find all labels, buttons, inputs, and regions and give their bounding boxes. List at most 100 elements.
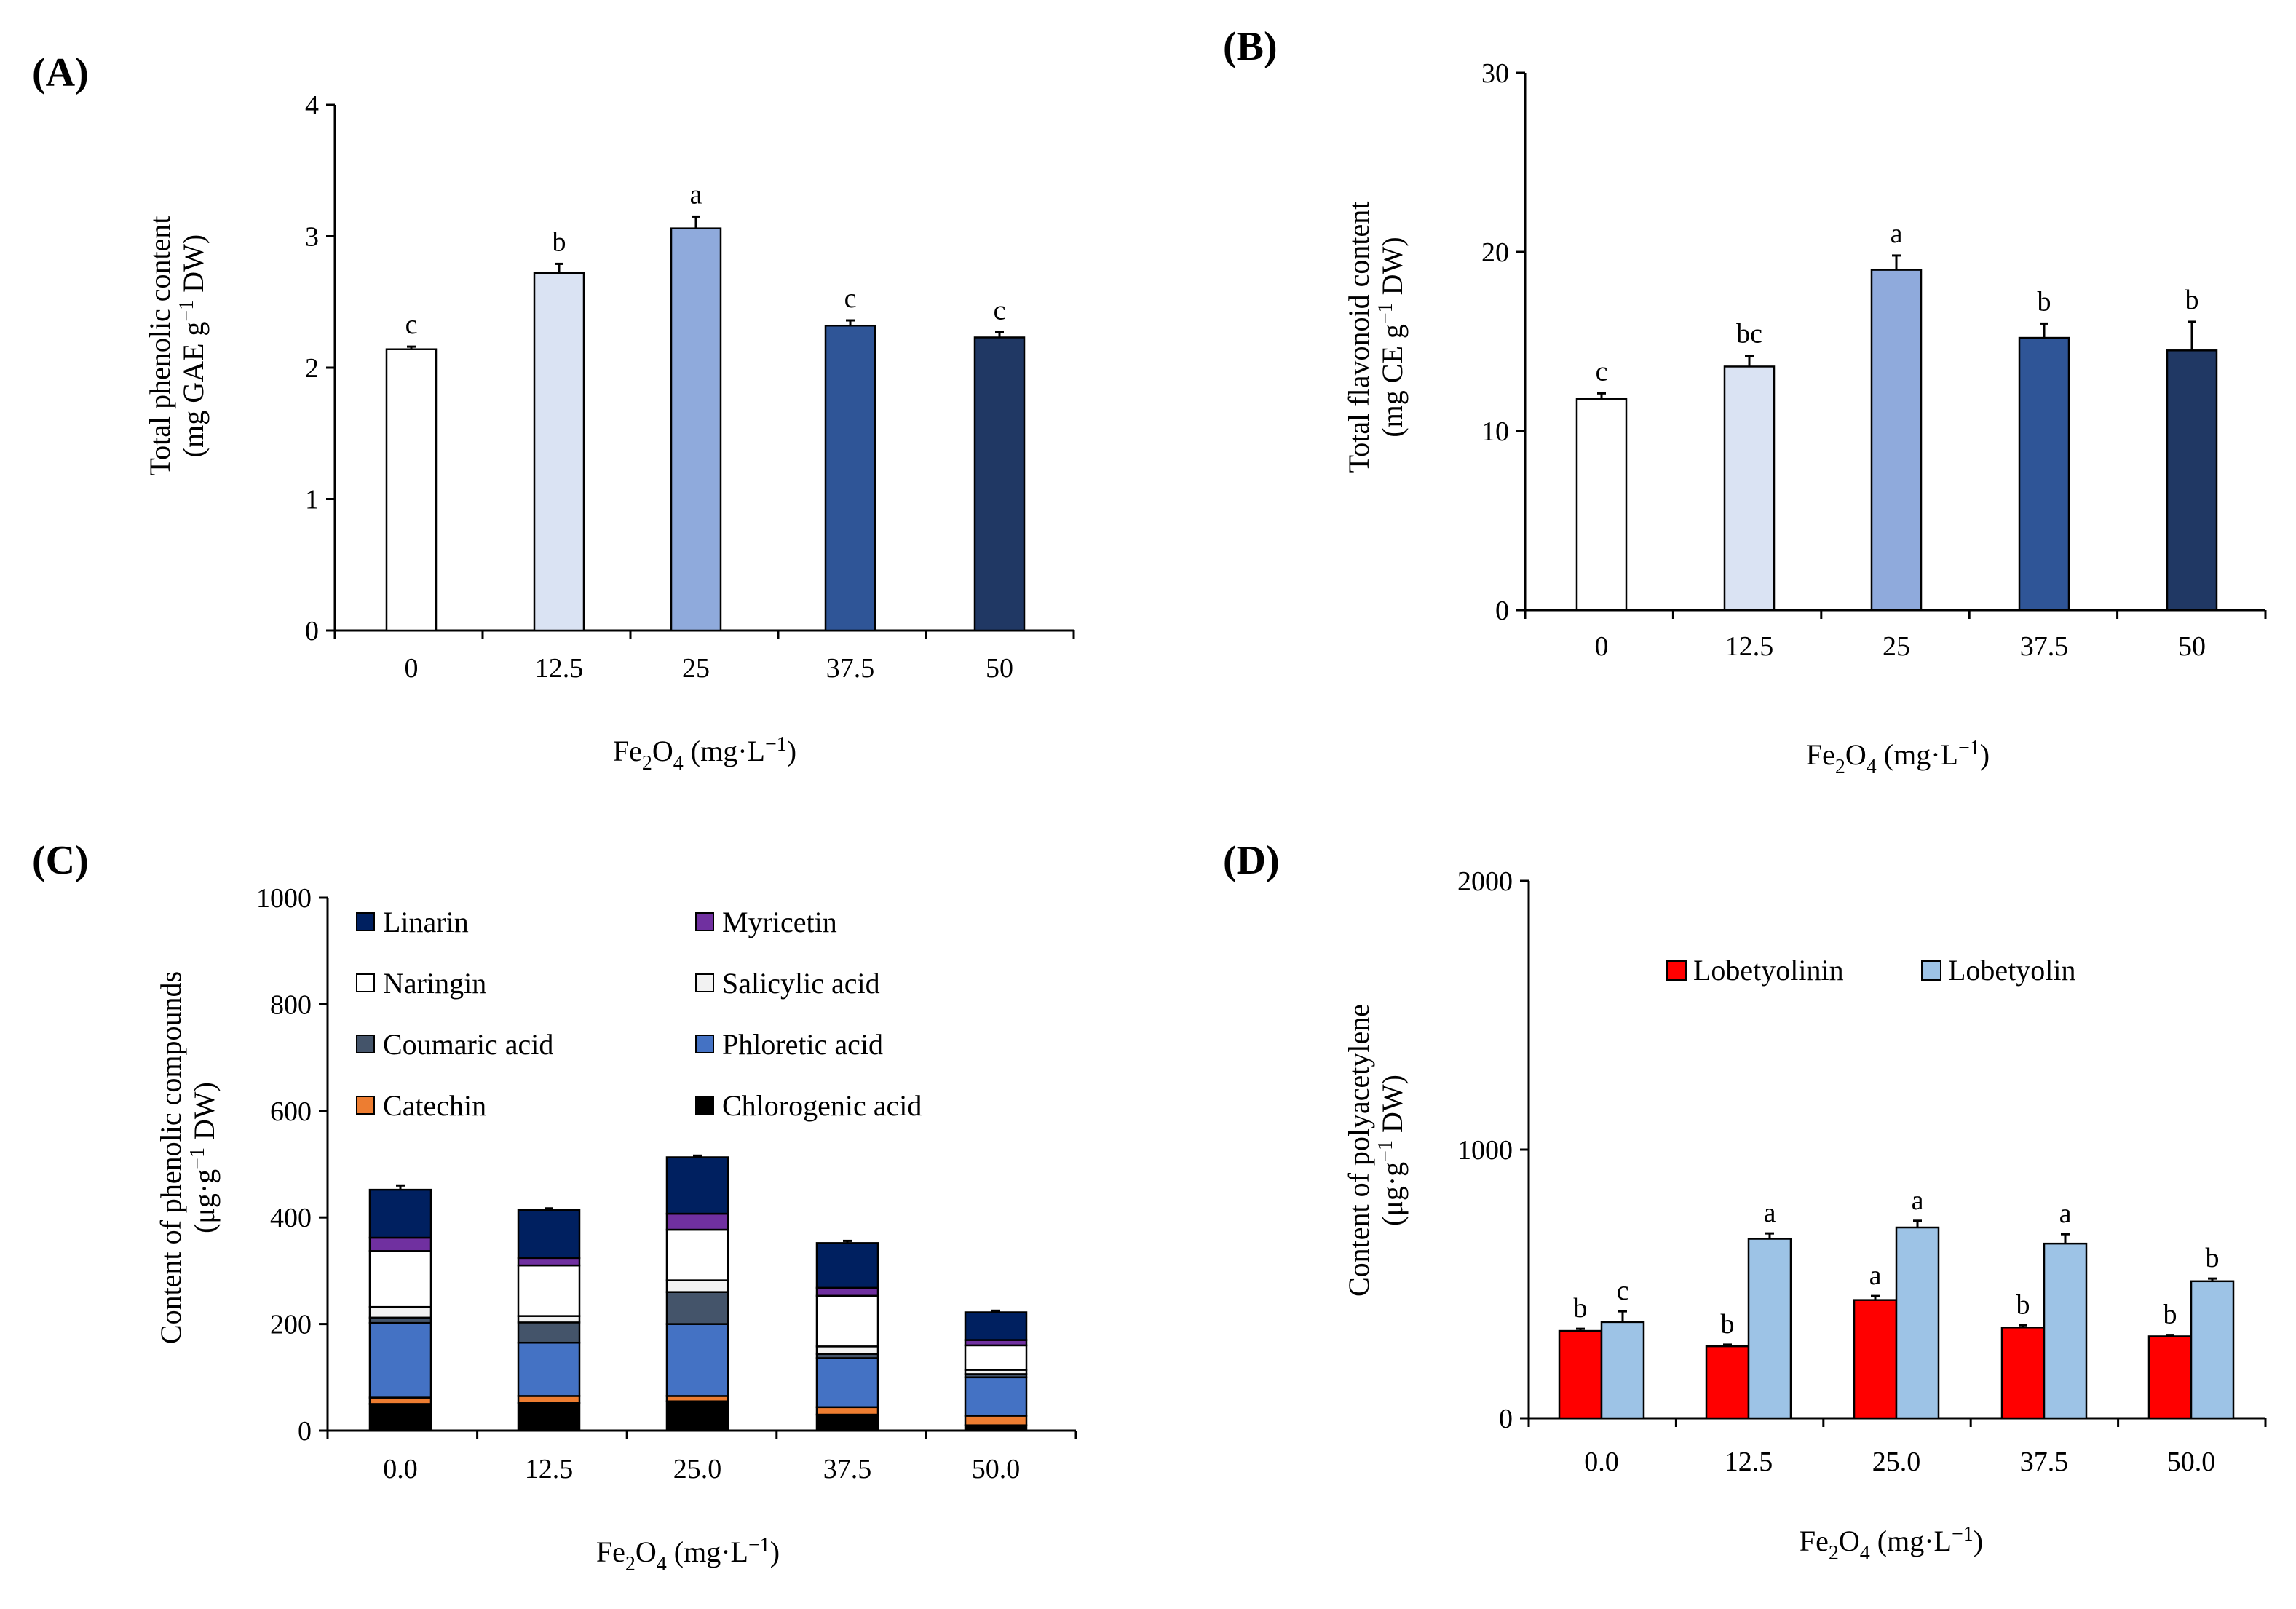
y-tick-label: 10 (1481, 416, 1509, 447)
stack-segment-linarin (964, 1311, 1028, 1341)
x-tick-label: 37.5 (2020, 631, 2069, 662)
stack-segment-catechin (368, 1396, 432, 1405)
x-tick-label: 25 (682, 653, 710, 684)
significance-letter: b (553, 226, 566, 257)
panel-label: (C) (32, 838, 89, 883)
y-axis-title-line1: Content of polyacetylene (1342, 1004, 1375, 1297)
bar (1870, 269, 1923, 612)
x-title-part: O (636, 1535, 657, 1568)
x-title-part: O (652, 735, 673, 767)
x-title-part: 2 (642, 752, 652, 775)
panel-d: (D) 0 1000 2000 0.0 12.5 25.0 37.5 50.0 Content o… (1223, 838, 2267, 1565)
y-axis-title: Content of phenolic compounds (μg·g−1 DW) (154, 971, 221, 1344)
x-title-part: Fe (1800, 1525, 1829, 1557)
y-tick-label: 30 (1481, 58, 1509, 89)
y-title-sup: −1 (175, 300, 198, 322)
y-title-part: (mg GAE g (177, 322, 210, 458)
x-title-part: −1 (748, 1534, 770, 1557)
x-tick-label: 25.0 (1872, 1447, 1921, 1477)
stack-segment-linarin (368, 1188, 432, 1239)
y-tick-label: 1000 (256, 883, 312, 914)
y-axis-title: Total flavonoid content (mg CE g−1 DW) (1342, 202, 1409, 473)
y-axis-title-line1: Content of phenolic compounds (154, 971, 187, 1344)
bar (2018, 336, 2070, 612)
legend-swatch (1921, 960, 1941, 981)
stack-segment-linarin (517, 1209, 581, 1260)
x-title-part: 2 (1829, 1542, 1839, 1565)
y-title-sup: −1 (186, 1147, 209, 1169)
y-tick-label: 4 (305, 90, 319, 121)
y-axis-title-line2: (mg GAE g−1 DW) (175, 234, 210, 457)
x-tick-label: 12.5 (525, 1454, 574, 1485)
legend-label: Salicylic acid (722, 967, 880, 1000)
x-tick-label: 50 (986, 653, 1013, 684)
stack-segment-chlorogenic-acid (368, 1403, 432, 1432)
bar (533, 272, 585, 632)
stack-segment-phloretic-acid (665, 1323, 729, 1397)
x-title-part: ) (770, 1535, 780, 1568)
stack-segment-naringin (964, 1344, 1028, 1371)
stack-segment-phloretic-acid (368, 1321, 432, 1399)
x-title-part: (mg·L (1877, 738, 1958, 771)
bar (1575, 398, 1628, 612)
panel-b: (B) 0 10 20 30 0 12.5 25 37.5 50 Total flavonoid c… (1223, 24, 2267, 778)
stack-segment-chlorogenic-acid (517, 1402, 581, 1432)
x-tick-label: 50 (2178, 631, 2206, 662)
stack-segment-linarin (815, 1242, 879, 1289)
x-tick-label: 25.0 (673, 1454, 722, 1485)
bar-lobetyolinin (1853, 1299, 1898, 1420)
y-axis-title: Total phenolic content (mg GAE g−1 DW) (143, 216, 210, 475)
significance-letter: c (1617, 1276, 1629, 1306)
stack-segment-myricetin (815, 1286, 879, 1297)
legend-swatch (695, 912, 714, 931)
x-title-part: (mg·L (1870, 1525, 1952, 1557)
legend: Linarin Myricetin Naringin Salicylic acid Co… (356, 906, 922, 1122)
stack-segment-chlorogenic-acid (665, 1400, 729, 1432)
significance-letter: a (1764, 1198, 1776, 1228)
significance-letter: c (405, 309, 418, 340)
stack-segment-phloretic-acid (964, 1376, 1028, 1417)
significance-letter: b (2038, 286, 2051, 317)
stack-segment-phloretic-acid (517, 1341, 581, 1397)
stack-segment-salicylic-acid (517, 1315, 581, 1324)
x-tick-label: 37.5 (826, 653, 875, 684)
y-tick-label: 2 (305, 353, 319, 384)
x-title-part: −1 (1952, 1523, 1974, 1546)
x-title-part: 4 (657, 1553, 667, 1576)
significance-letter: a (1891, 218, 1903, 249)
legend-swatch (356, 973, 375, 992)
stack-segment-phloretic-acid (815, 1357, 879, 1409)
stack-segment-myricetin (665, 1212, 729, 1231)
bar-lobetyolin (2190, 1280, 2235, 1420)
stack-segment-naringin (368, 1250, 432, 1308)
legend-swatch (695, 1096, 714, 1115)
significance-letter: c (844, 283, 857, 314)
y-title-sup: −1 (1374, 1140, 1397, 1162)
x-title-part: 2 (625, 1553, 636, 1576)
x-title-part: 2 (1835, 756, 1845, 778)
y-tick-label: 0 (1495, 596, 1509, 626)
y-axis-title-line1: Total flavonoid content (1342, 202, 1375, 473)
x-tick-label: 50.0 (2167, 1447, 2216, 1477)
stack-segment-catechin (815, 1406, 879, 1416)
x-tick-label: 12.5 (535, 653, 584, 684)
x-title-part: −1 (1958, 737, 1980, 759)
significance-letter: b (2185, 285, 2199, 315)
bar-lobetyolinin (1705, 1345, 1750, 1420)
bar-lobetyolinin (2147, 1335, 2193, 1420)
significance-letter: b (1574, 1293, 1588, 1324)
legend-label: Catechin (383, 1089, 486, 1122)
legend-label: Lobetyolin (1948, 954, 2076, 987)
bar (1723, 365, 1776, 612)
y-tick-label: 0 (305, 616, 319, 647)
stack-segment-naringin (665, 1228, 729, 1281)
bar (385, 348, 438, 632)
x-title-part: −1 (765, 733, 787, 756)
legend: Lobetyolinin Lobetyolin (1666, 954, 2076, 987)
x-title-part: 4 (673, 752, 684, 775)
panel-label: (A) (32, 50, 89, 95)
significance-letter: b (2164, 1300, 2177, 1330)
significance-letter: c (1596, 356, 1608, 387)
x-title-part: 4 (1860, 1542, 1870, 1565)
